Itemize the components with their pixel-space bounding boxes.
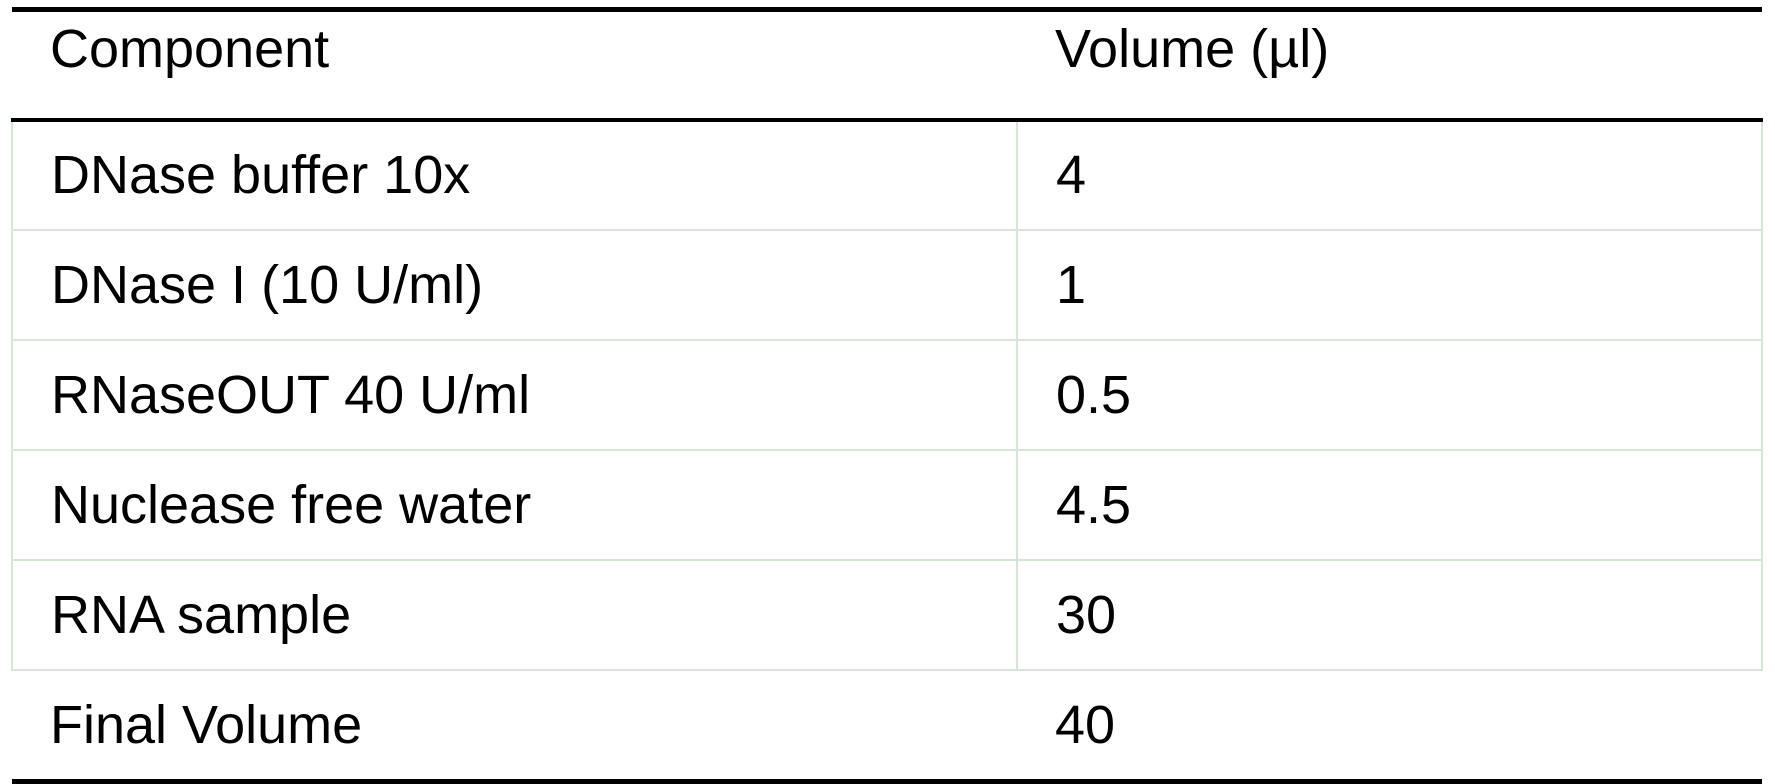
table-row: DNase buffer 10x 4 [11,118,1763,231]
component-cell: Final Volume [12,668,1017,784]
table-row: RNaseOUT 40 U/ml 0.5 [11,338,1763,451]
table-row: RNA sample 30 [11,558,1763,671]
volume-cell: 1 [1016,228,1763,341]
volume-table: Component Volume (µl) DNase buffer 10x 4 D… [11,7,1763,784]
volume-cell: 4 [1016,118,1763,231]
header-row: Component Volume (µl) [12,9,1762,120]
table-row: Nuclease free water 4.5 [11,448,1763,561]
component-cell: DNase I (10 U/ml) [11,228,1018,341]
component-cell: RNaseOUT 40 U/ml [11,338,1018,451]
table-row: DNase I (10 U/ml) 1 [11,228,1763,341]
component-cell: RNA sample [11,558,1018,671]
volume-cell: 0.5 [1016,338,1763,451]
table-body: DNase buffer 10x 4 DNase I (10 U/ml) 1 RNase… [11,118,1763,784]
component-cell: DNase buffer 10x [11,118,1018,231]
component-cell: Nuclease free water [11,448,1018,561]
volume-cell: 40 [1017,668,1762,784]
table-row: Final Volume 40 [12,668,1762,784]
header-cell: Volume (µl) [1055,19,1330,79]
header-cell: Component [50,19,330,79]
volume-cell: 4.5 [1016,448,1763,561]
volume-cell: 30 [1016,558,1763,671]
